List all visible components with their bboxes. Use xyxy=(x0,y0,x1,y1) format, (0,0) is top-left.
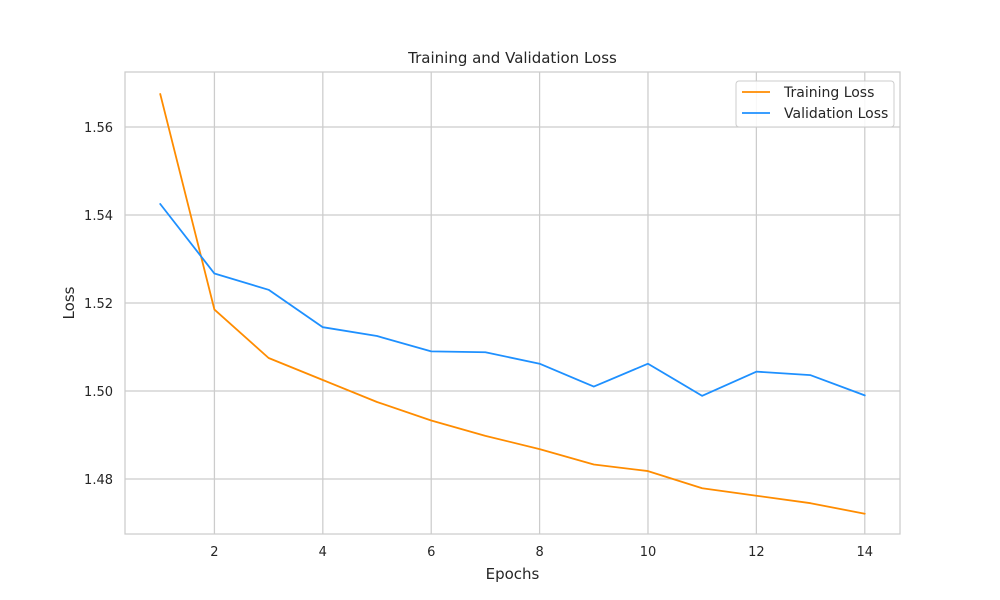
y-tick-label: 1.48 xyxy=(84,473,113,488)
y-tick-label: 1.52 xyxy=(84,297,113,312)
chart-title: Training and Validation Loss xyxy=(407,49,617,67)
x-tick-label: 2 xyxy=(210,545,218,560)
plot-frame xyxy=(124,71,901,535)
gridlines xyxy=(125,72,900,534)
y-tick-label: 1.54 xyxy=(84,209,113,224)
legend-label: Training Loss xyxy=(783,85,874,101)
y-tick-label: 1.56 xyxy=(84,121,113,136)
legend-box xyxy=(735,80,895,128)
x-tick-label: 4 xyxy=(319,545,327,560)
x-axis-title: Epochs xyxy=(486,565,540,583)
legend: Training Loss Validation Loss xyxy=(735,80,895,128)
series-line-training-loss xyxy=(159,93,866,515)
x-tick-label: 10 xyxy=(640,545,657,560)
legend-label: Validation Loss xyxy=(784,106,888,122)
x-tick-label: 6 xyxy=(427,545,435,560)
series-lines xyxy=(159,93,866,515)
tick-labels: 2 4 6 8 10 12 14 1.48 1.50 1.52 1.54 1.56 xyxy=(84,121,873,560)
series-line-validation-loss xyxy=(159,203,866,397)
x-tick-label: 14 xyxy=(856,545,873,560)
y-axis-title: Loss xyxy=(60,286,78,319)
x-tick-label: 12 xyxy=(748,545,765,560)
x-tick-label: 8 xyxy=(535,545,543,560)
y-tick-label: 1.50 xyxy=(84,385,113,400)
